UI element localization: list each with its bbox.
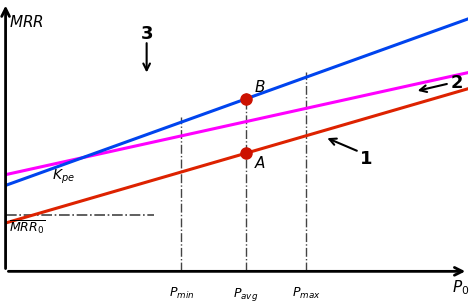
Text: A: A [255, 156, 265, 171]
Text: $P_{max}$: $P_{max}$ [292, 286, 320, 301]
Text: $P_{min}$: $P_{min}$ [169, 286, 194, 301]
Text: 1: 1 [360, 150, 373, 168]
Text: $MRR$: $MRR$ [9, 13, 44, 29]
Text: $\overline{MRR_0}$: $\overline{MRR_0}$ [9, 219, 46, 236]
Text: 3: 3 [140, 25, 153, 43]
Text: $K_{pe}$: $K_{pe}$ [52, 167, 74, 186]
Text: B: B [255, 80, 265, 95]
Text: 2: 2 [450, 74, 463, 92]
Text: $P_{avg}$: $P_{avg}$ [233, 286, 259, 303]
Text: $P_0$: $P_0$ [453, 278, 470, 297]
